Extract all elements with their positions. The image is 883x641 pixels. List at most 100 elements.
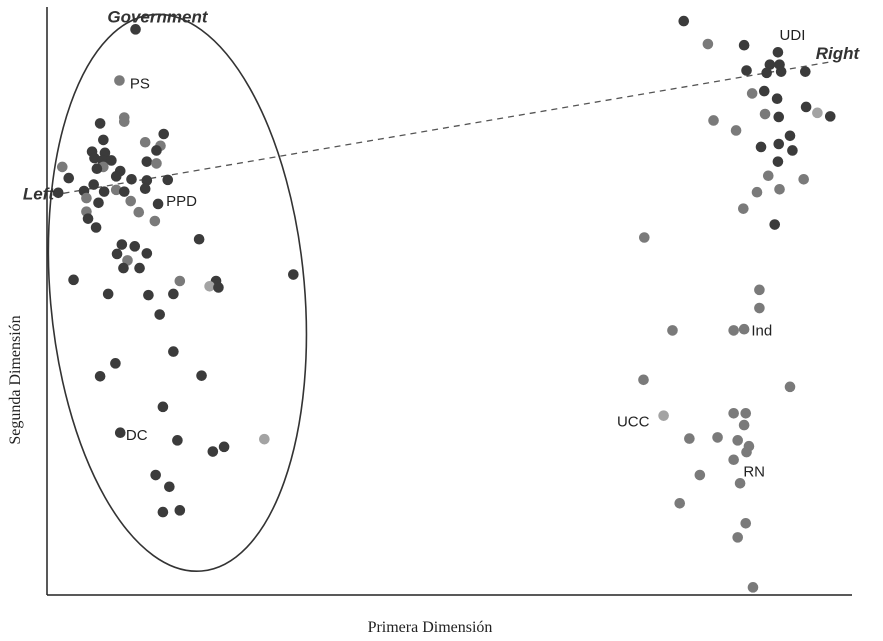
data-point [754,302,765,314]
data-point [751,186,763,198]
data-point [764,59,776,70]
data-point [164,481,175,493]
data-point [110,184,122,196]
data-point [133,206,145,218]
data-point [694,469,706,481]
data-point [771,93,783,105]
data-point [774,183,785,195]
data-point [116,239,128,250]
annotation-ppd: PPD [166,193,197,210]
data-point [94,118,106,129]
data-point [728,325,739,336]
data-point [674,497,686,509]
data-point [98,186,110,197]
data-point [118,116,130,127]
data-point [730,125,742,136]
data-point [150,469,161,481]
data-point [798,173,809,185]
data-point [759,108,771,120]
data-point [738,419,750,431]
data-point [141,175,153,186]
data-point [91,163,103,174]
data-point [168,346,179,357]
data-point [174,275,186,287]
government-ellipse [47,13,308,573]
data-point [207,446,219,457]
annotation-udi: UDI [780,27,806,44]
data-point [158,128,170,140]
data-point [732,435,743,446]
data-point [172,435,183,446]
data-point [141,248,153,259]
data-point [754,284,765,296]
data-point [758,85,770,97]
data-point [732,532,743,543]
data-point [259,433,270,445]
data-point [152,198,164,210]
data-point [288,269,299,280]
data-point [761,67,772,79]
data-point [88,179,99,190]
data-point [139,183,151,194]
points-layer [52,15,836,593]
data-point [639,232,650,243]
data-point [800,66,811,77]
data-point [151,158,162,169]
data-point [738,203,749,214]
data-point [740,517,752,529]
data-point [68,274,79,286]
annotation-dc: DC [126,427,148,444]
data-point [684,433,695,444]
data-point [52,187,64,199]
y-axis-title: Segunda Dimensión [7,315,24,444]
data-point [667,325,678,336]
data-point [755,141,767,153]
data-point [98,134,109,146]
data-point [218,441,230,453]
data-point [94,370,106,382]
data-point [149,215,161,227]
data-point [93,197,104,209]
data-point [728,408,739,419]
data-point [773,138,785,150]
data-point [740,408,752,419]
data-point [162,174,174,186]
data-point [708,115,719,126]
data-point [213,282,224,293]
data-point [812,107,823,119]
data-point [102,288,114,300]
data-point [110,171,122,182]
data-point [143,289,154,301]
data-point [126,173,137,185]
data-point [56,161,68,173]
data-point [114,427,126,439]
data-point [174,505,186,516]
data-point [139,136,151,148]
data-point [773,111,785,123]
data-point [81,192,92,204]
annotation-right: Right [816,44,861,63]
data-point [747,582,759,593]
data-point [741,65,752,76]
data-point [125,195,137,207]
data-point [762,170,774,182]
data-point [772,156,784,167]
data-point [775,66,787,77]
data-point [741,446,752,458]
data-point [106,155,117,166]
data-point [769,219,781,230]
data-point [746,88,758,99]
data-point [784,381,796,393]
annotations-layer: UDI Right Government PS Left PPD Ind UCC RN DC [23,8,861,481]
annotation-ind: Ind [751,322,772,339]
annotation-ps: PS [130,75,150,92]
data-point [118,262,129,274]
data-point [738,39,750,51]
annotation-left: Left [23,185,56,204]
data-point [787,145,798,156]
data-point [738,323,750,335]
data-point [118,186,130,197]
data-point [129,241,141,252]
data-point [712,432,723,443]
